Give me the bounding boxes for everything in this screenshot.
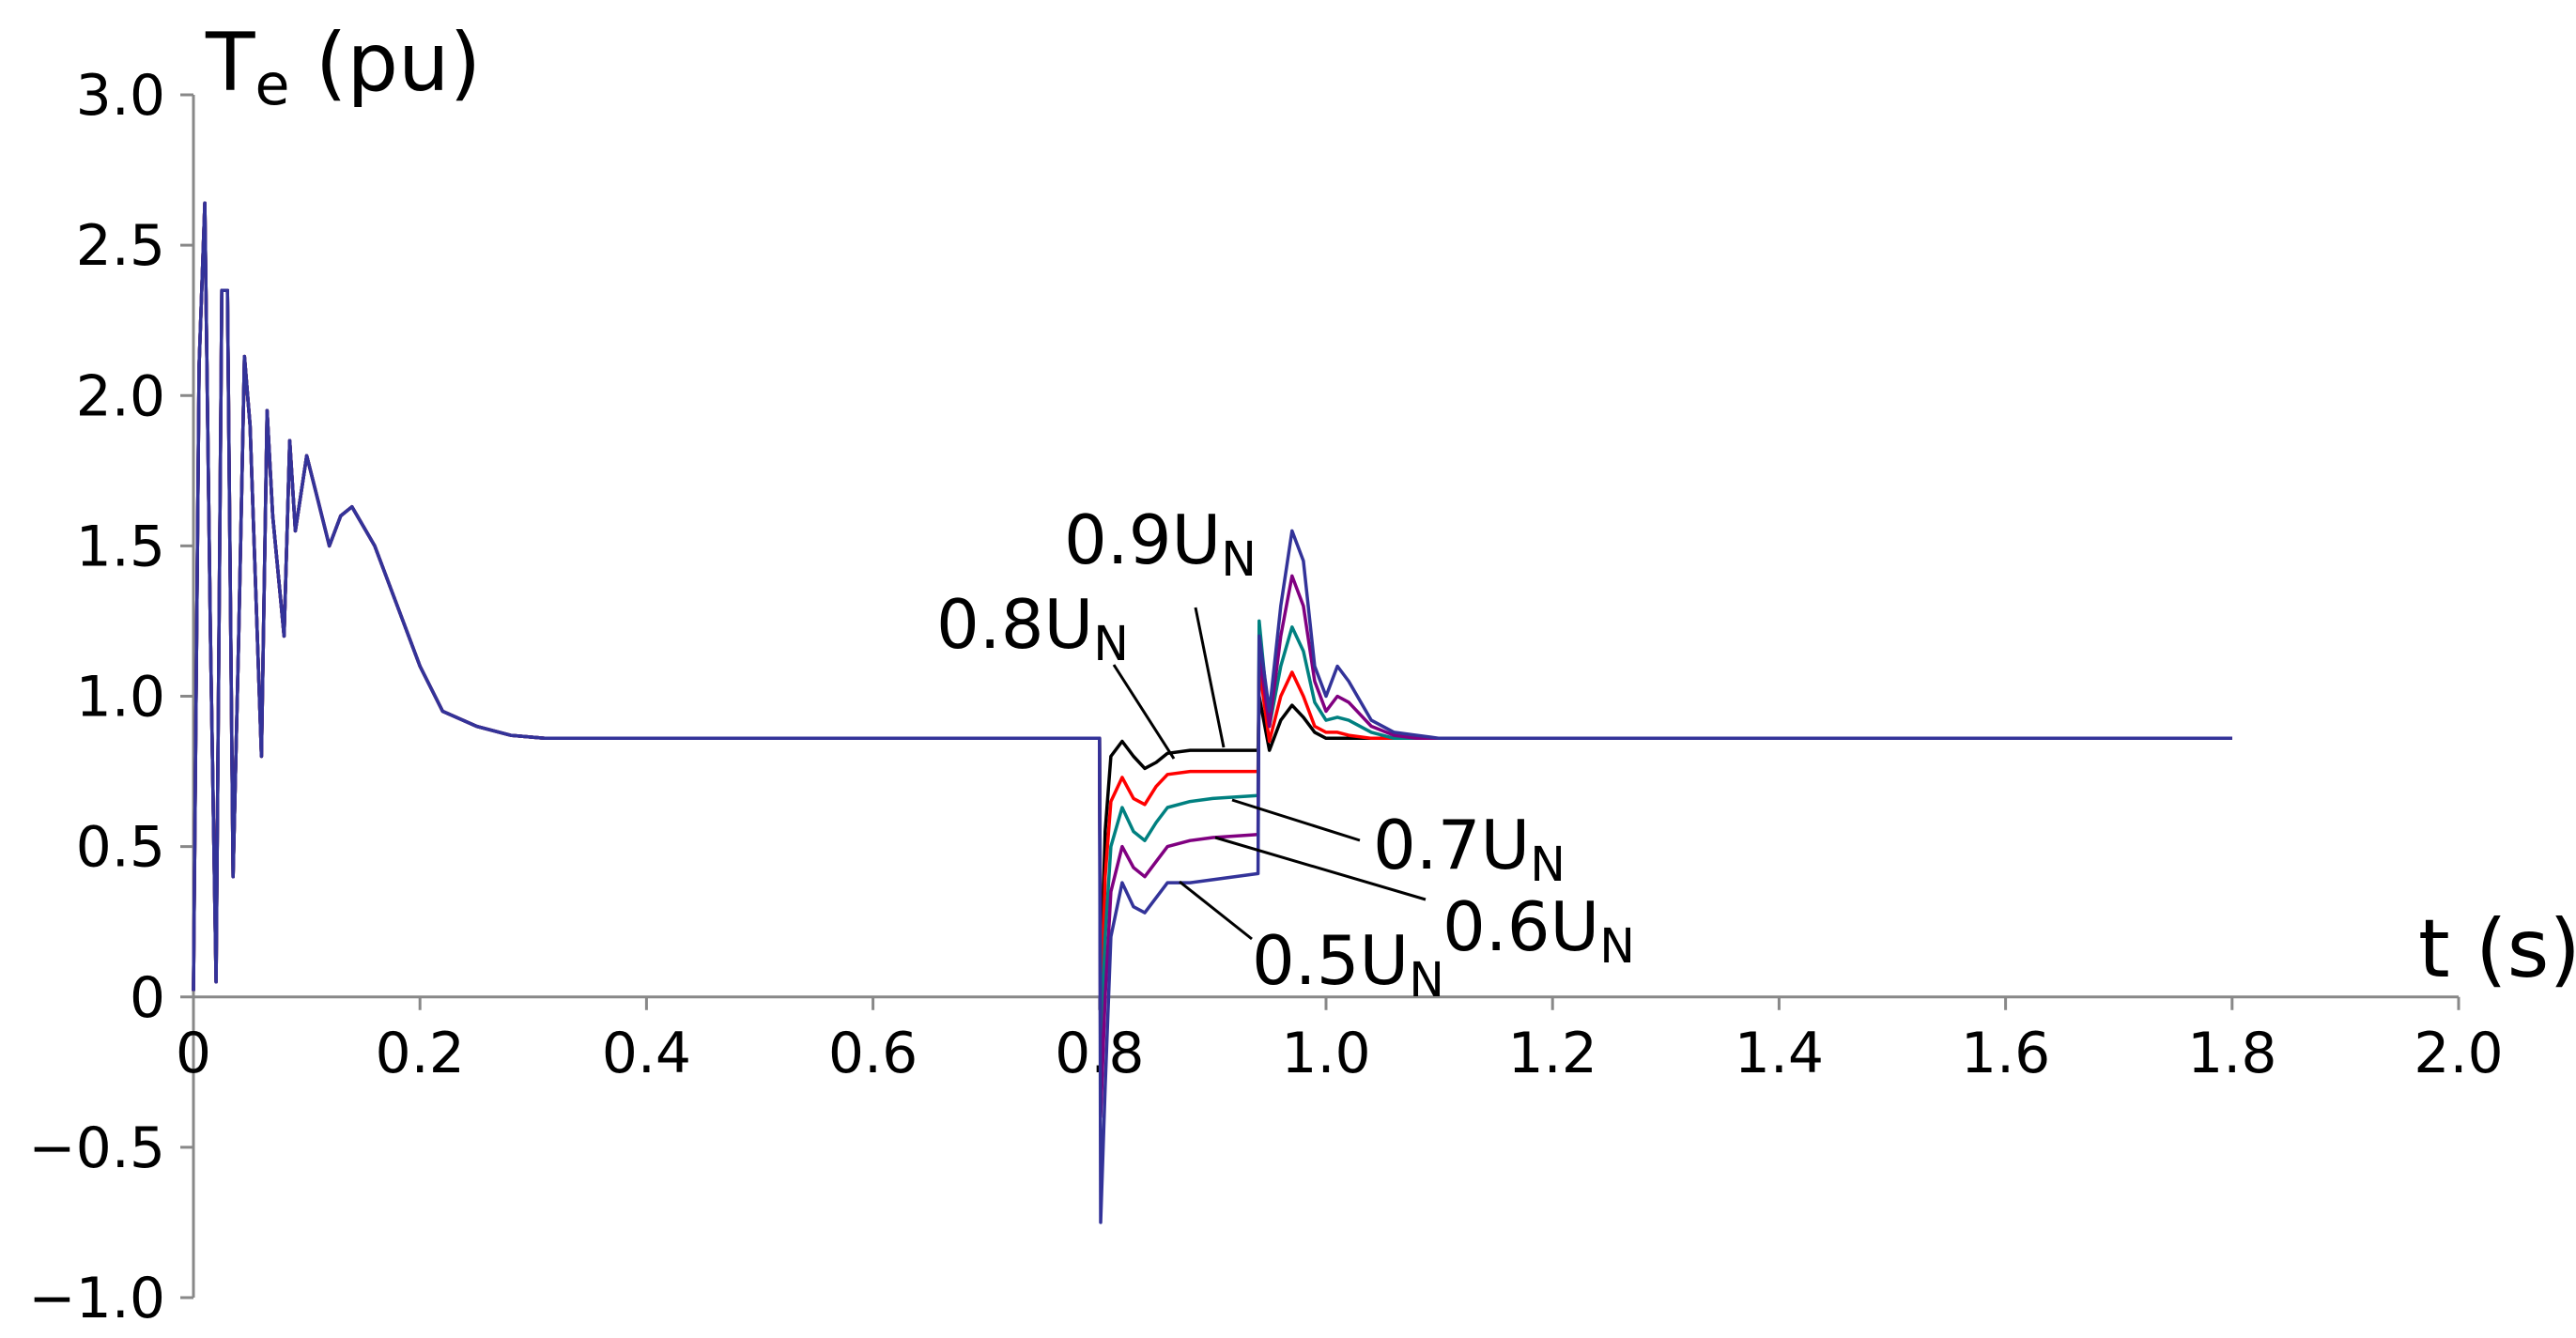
series-label: 0.7UN bbox=[1373, 806, 1566, 892]
series-label: 0.8UN bbox=[936, 585, 1129, 671]
series-line bbox=[192, 201, 2232, 999]
x-tick-label: 0.4 bbox=[602, 1021, 691, 1086]
x-axis-label: t (s) bbox=[2418, 902, 2576, 996]
x-tick-label: 1.0 bbox=[1281, 1021, 1370, 1086]
x-tick-label: 1.6 bbox=[1961, 1021, 2050, 1086]
lines bbox=[192, 201, 2232, 1224]
y-tick-label: 0 bbox=[130, 965, 165, 1031]
series-label: 0.6UN bbox=[1442, 887, 1635, 974]
x-tick-label: 1.2 bbox=[1507, 1021, 1597, 1086]
x-tick-label: 1.4 bbox=[1735, 1021, 1824, 1086]
label-arrow bbox=[1231, 798, 1361, 842]
axes: −1.0−0.500.51.01.52.02.53.00 0.2 0.4 0.6 0.8… bbox=[28, 63, 2503, 1331]
series-line bbox=[192, 201, 2232, 1224]
x-tick-label: 0.6 bbox=[828, 1021, 918, 1086]
series-line bbox=[192, 201, 2232, 1119]
y-tick-label: −0.5 bbox=[28, 1115, 165, 1181]
y-tick-label: 1.5 bbox=[76, 514, 165, 579]
x-tick-label: 1.8 bbox=[2187, 1021, 2276, 1086]
label-arrow bbox=[1112, 664, 1176, 760]
x-tick-label: 0.2 bbox=[375, 1021, 464, 1086]
label-arrow bbox=[1194, 607, 1226, 748]
y-tick-label: 1.0 bbox=[76, 665, 165, 731]
label-arrow bbox=[1179, 880, 1253, 941]
x-tick-label: 0 bbox=[176, 1021, 211, 1086]
series-label: 0.5UN bbox=[1252, 921, 1444, 1007]
y-tick-label: 3.0 bbox=[76, 63, 165, 129]
x-tick-label: 2.0 bbox=[2414, 1021, 2503, 1086]
series-line bbox=[192, 201, 2232, 1059]
series-line bbox=[192, 201, 2232, 1029]
y-tick-label: −1.0 bbox=[28, 1266, 165, 1331]
y-tick-label: 2.0 bbox=[76, 363, 165, 429]
y-tick-label: 2.5 bbox=[76, 213, 165, 279]
series-label: 0.9UN bbox=[1064, 500, 1257, 587]
y-axis-label: Te (pu) bbox=[205, 16, 481, 118]
y-tick-label: 0.5 bbox=[76, 815, 165, 881]
label-arrow bbox=[1214, 836, 1427, 901]
